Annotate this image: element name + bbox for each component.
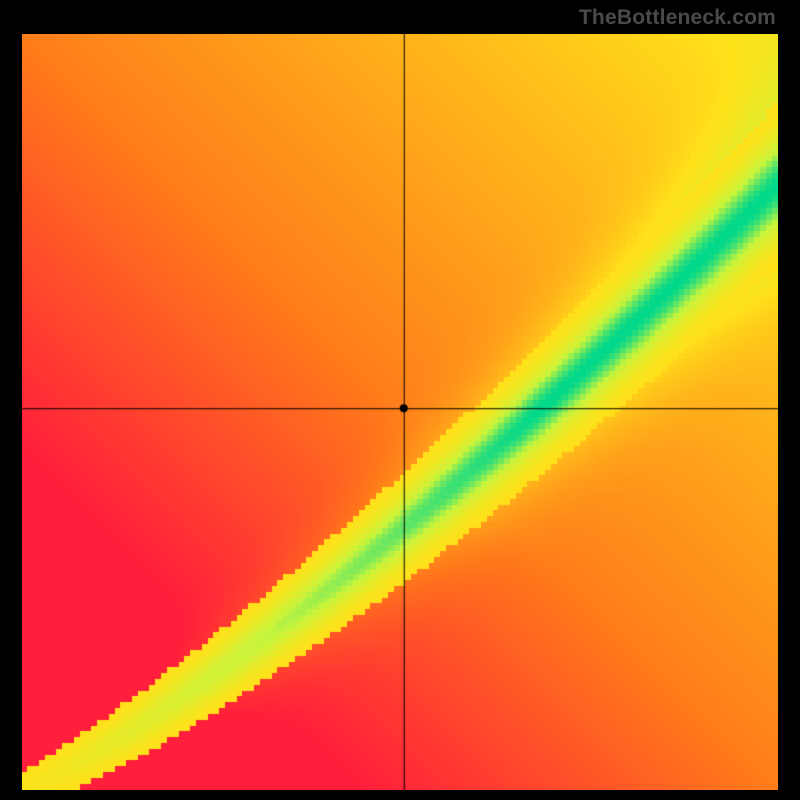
watermark-text: TheBottleneck.com xyxy=(579,6,776,30)
chart-container: TheBottleneck.com xyxy=(0,0,800,800)
heatmap-plot xyxy=(22,34,778,790)
